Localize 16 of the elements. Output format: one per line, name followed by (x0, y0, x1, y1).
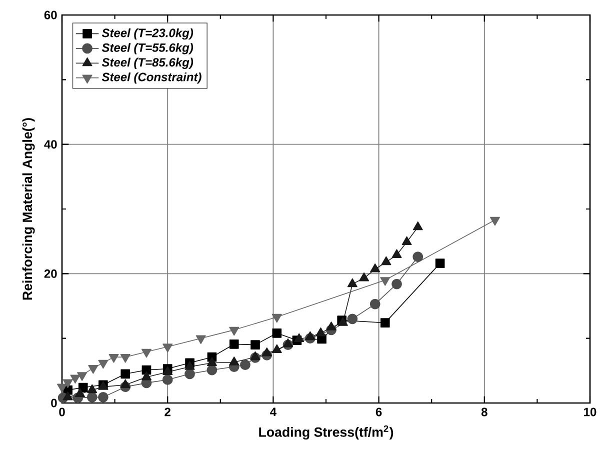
legend-label: Steel (T=23.0kg) (102, 28, 194, 40)
legend-label: Steel (Constraint) (102, 72, 202, 84)
y-axis-title: Reinforcing Material Angle(°) (22, 118, 35, 300)
y-tick-label: 60 (44, 10, 57, 20)
legend-label: Steel (T=55.6kg) (102, 43, 194, 54)
y-tick-label: 0 (51, 398, 57, 408)
x-tick-label: 4 (270, 408, 276, 416)
x-tick-label: 8 (481, 408, 488, 416)
y-tick-label: 20 (44, 269, 57, 278)
x-axis-title: Loading Stress(tf/m$^{2}$) (259, 425, 394, 440)
x-tick-label: 2 (164, 408, 170, 416)
x-tick-label: 6 (376, 408, 382, 416)
legend-label: Steel (T=85.6kg) (102, 58, 194, 69)
y-tick-label: 40 (44, 140, 57, 149)
x-tick-label: 0 (59, 408, 65, 416)
x-tick-label: 10 (584, 408, 596, 416)
